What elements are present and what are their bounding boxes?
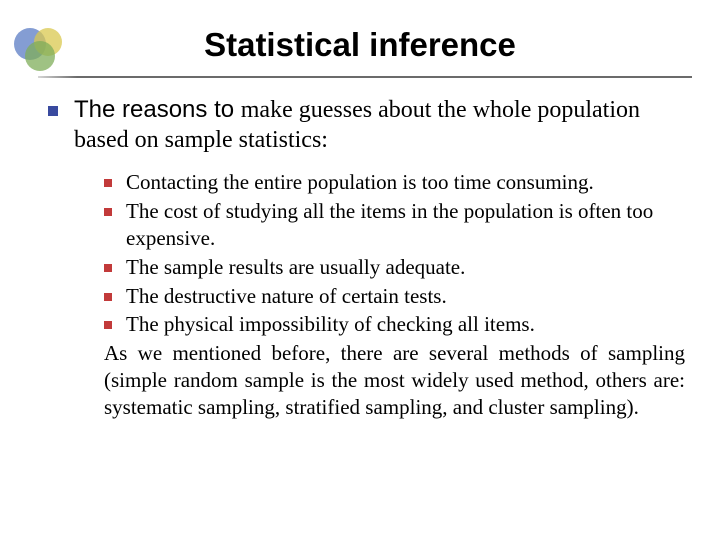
sub-item: The cost of studying all the items in th…	[104, 198, 685, 252]
bullet-square-icon	[104, 321, 112, 329]
sub-item-text: The destructive nature of certain tests.	[126, 283, 447, 310]
sub-item: The destructive nature of certain tests.	[104, 283, 685, 310]
sub-item-text: Contacting the entire population is too …	[126, 169, 594, 196]
main-point-lead: The reasons to	[74, 96, 241, 123]
sub-item-text: The sample results are usually adequate.	[126, 254, 465, 281]
bullet-square-icon	[104, 208, 112, 216]
title-underline	[38, 76, 692, 78]
slide-title: Statistical inference	[0, 26, 720, 64]
sub-item: The physical impossibility of checking a…	[104, 311, 685, 338]
sub-item-text: The physical impossibility of checking a…	[126, 311, 535, 338]
bullet-square-icon	[48, 106, 58, 116]
sub-item-text: The cost of studying all the items in th…	[126, 198, 685, 252]
main-point: The reasons to make guesses about the wh…	[48, 95, 685, 155]
bullet-square-icon	[104, 264, 112, 272]
bullet-square-icon	[104, 179, 112, 187]
sub-item: The sample results are usually adequate.	[104, 254, 685, 281]
slide-content: The reasons to make guesses about the wh…	[48, 95, 685, 421]
sub-item: Contacting the entire population is too …	[104, 169, 685, 196]
summary-text: As we mentioned before, there are severa…	[104, 340, 685, 421]
bullet-square-icon	[104, 293, 112, 301]
sub-list: Contacting the entire population is too …	[104, 169, 685, 338]
main-point-text: The reasons to make guesses about the wh…	[74, 95, 685, 155]
